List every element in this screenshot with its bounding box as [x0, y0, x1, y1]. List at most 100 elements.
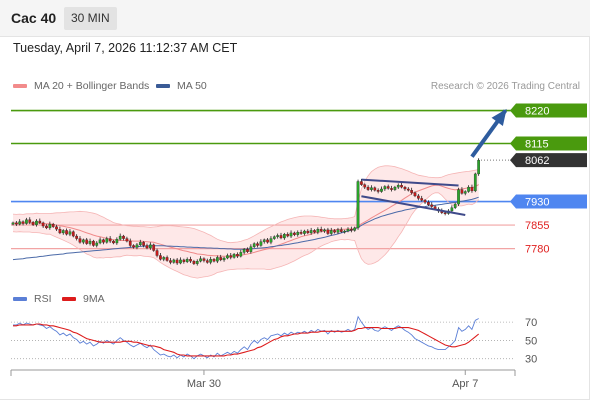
candle-body: [182, 259, 186, 262]
candle-body: [313, 230, 316, 233]
candle: [18, 219, 22, 226]
candle-body: [88, 240, 92, 244]
candle: [128, 238, 132, 248]
legend-swatch-ma50: [156, 84, 170, 88]
candle-body: [142, 242, 145, 246]
candle-body: [145, 245, 149, 249]
candle-body: [276, 235, 280, 237]
candle: [406, 187, 410, 192]
x-tick-label: Mar 30: [187, 378, 221, 390]
candle: [343, 229, 347, 234]
candle: [316, 227, 320, 235]
candle-body: [252, 243, 256, 247]
candle: [266, 237, 269, 244]
candle: [51, 222, 55, 228]
candle: [460, 187, 464, 195]
candle-body: [165, 257, 169, 261]
candle: [410, 187, 414, 195]
candle-body: [279, 235, 283, 239]
level-label-8062: 8062: [525, 155, 549, 167]
candle: [309, 227, 313, 235]
candle-body: [319, 229, 323, 232]
candle: [95, 241, 99, 248]
candle-body: [410, 190, 414, 193]
candle-body: [323, 229, 326, 232]
candle: [363, 183, 367, 189]
candle: [289, 230, 293, 238]
level-tag-8062: [510, 153, 587, 168]
candle-body: [115, 239, 119, 244]
candle: [115, 237, 119, 245]
candle: [182, 258, 186, 264]
candle: [383, 185, 387, 191]
candle-body: [420, 198, 424, 201]
candle-body: [349, 229, 353, 231]
candle-body: [309, 230, 313, 234]
candle: [276, 233, 280, 239]
candle-body: [450, 207, 454, 212]
candle-body: [38, 220, 42, 224]
candle: [28, 217, 32, 225]
candle: [98, 237, 102, 245]
candle-body: [453, 203, 457, 208]
candle: [135, 242, 139, 250]
candle-body: [303, 230, 306, 234]
candle-body: [125, 238, 129, 242]
candle-body: [175, 259, 179, 264]
candle-body: [11, 222, 15, 225]
candle-body: [35, 220, 38, 225]
level-tag-8115: [510, 136, 587, 151]
instrument-name: Cac 40: [11, 10, 57, 26]
candle-body: [286, 234, 290, 237]
candle: [192, 259, 196, 265]
candle: [259, 239, 263, 247]
candle: [195, 259, 199, 266]
candle: [41, 221, 45, 228]
candle: [112, 239, 115, 245]
candle-body: [329, 230, 333, 234]
legend-label-ma50: MA 50: [177, 80, 207, 92]
candle: [299, 229, 303, 235]
candle: [380, 186, 383, 193]
bollinger-upper-line: [12, 165, 479, 244]
candle-body: [443, 212, 447, 214]
candle-body: [306, 230, 310, 234]
candle-body: [380, 188, 383, 192]
candle: [427, 200, 430, 206]
channel-trendline: [361, 178, 459, 187]
candle: [303, 229, 306, 236]
candle-body: [75, 235, 78, 239]
legend-ma50: MA 50: [156, 80, 207, 92]
candle-body: [31, 222, 35, 225]
timeframe-selector[interactable]: 30 MIN: [64, 7, 117, 30]
candle: [323, 228, 326, 233]
candle-body: [363, 184, 367, 188]
candle-body: [259, 241, 263, 246]
candle-body: [159, 255, 162, 260]
candle: [11, 221, 15, 226]
candle-body: [232, 254, 236, 258]
candle: [269, 236, 273, 245]
candle: [159, 253, 162, 261]
candle: [346, 227, 350, 233]
candle-body: [256, 243, 259, 246]
candle: [209, 256, 212, 265]
candle-body: [413, 192, 417, 197]
candle-body: [477, 159, 481, 175]
candle: [339, 227, 343, 233]
candle: [232, 253, 236, 259]
candle-body: [316, 229, 320, 233]
forecast-arrow-head: [491, 108, 507, 126]
candle-body: [58, 229, 62, 234]
candle-body: [202, 258, 206, 261]
candle-body: [14, 222, 18, 225]
candle-body: [376, 190, 380, 192]
candle-body: [138, 242, 142, 246]
candle: [349, 226, 353, 233]
candle: [61, 229, 65, 235]
candle: [473, 172, 477, 193]
candle: [453, 202, 457, 210]
candle: [55, 224, 58, 232]
candle-body: [128, 240, 132, 246]
